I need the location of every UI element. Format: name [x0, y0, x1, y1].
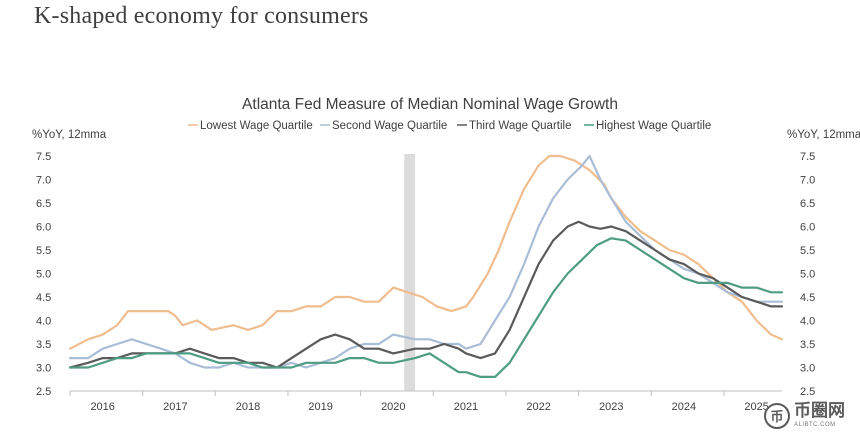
chart-legend: Lowest Wage Quartile Second Wage Quartile…	[188, 120, 711, 132]
y-axis-right-label: %YoY, 12mma	[787, 129, 860, 141]
x-tick-2020: 2020	[381, 401, 405, 413]
y-tick-right-2: 3.5	[800, 339, 815, 351]
legend-entry-3: Highest Wage Quartile	[596, 120, 711, 132]
x-tick-2017: 2017	[163, 401, 187, 413]
x-tick-2023: 2023	[599, 401, 623, 413]
series-line-lowest-wage-quartile	[68, 154, 784, 350]
watermark-url: ALIBTC.COM	[794, 422, 836, 428]
slide-title: K-shaped economy for consumers	[34, 3, 369, 29]
y-tick-left-4: 4.5	[36, 292, 51, 304]
y-tick-left-8: 6.5	[36, 198, 51, 210]
x-tick-2016: 2016	[90, 401, 114, 413]
x-tick-2025: 2025	[744, 401, 768, 413]
coin-logo-icon: 币	[764, 402, 790, 429]
y-tick-left-6: 5.5	[36, 245, 51, 257]
y-tick-right-9: 7.0	[800, 175, 815, 187]
y-tick-left-5: 5.0	[36, 269, 51, 281]
x-tick-2024: 2024	[672, 401, 696, 413]
y-tick-left-2: 3.5	[36, 339, 51, 351]
y-tick-left-10: 7.5	[36, 151, 51, 163]
watermark: 币 币圈网 ALIBTC.COM	[764, 397, 860, 434]
y-tick-left-1: 3.0	[36, 363, 51, 375]
legend-entry-1: Second Wage Quartile	[332, 120, 447, 132]
y-tick-left-9: 7.0	[36, 175, 51, 187]
x-tick-2022: 2022	[526, 401, 550, 413]
y-tick-left-7: 6.0	[36, 222, 51, 234]
y-tick-left-0: 2.5	[36, 386, 51, 398]
x-tick-2018: 2018	[236, 401, 260, 413]
chart-title: Atlanta Fed Measure of Median Nominal Wa…	[242, 96, 618, 113]
recession-shading	[404, 154, 416, 391]
y-tick-right-10: 7.5	[800, 151, 815, 163]
y-tick-right-7: 6.0	[800, 222, 815, 234]
y-tick-right-3: 4.0	[800, 316, 815, 328]
y-tick-right-6: 5.5	[800, 245, 815, 257]
legend-entry-0: Lowest Wage Quartile	[200, 120, 313, 132]
x-tick-2021: 2021	[454, 401, 478, 413]
x-tick-2019: 2019	[308, 401, 332, 413]
legend-entry-2: Third Wage Quartile	[469, 120, 571, 132]
y-tick-right-4: 4.5	[800, 292, 815, 304]
y-tick-right-0: 2.5	[800, 386, 815, 398]
watermark-name: 币圈网	[794, 401, 845, 421]
y-tick-right-1: 3.0	[800, 363, 815, 375]
y-tick-right-8: 6.5	[800, 198, 815, 210]
y-axis-left-label: %YoY, 12mma	[32, 129, 107, 141]
y-tick-right-5: 5.0	[800, 269, 815, 281]
y-tick-left-3: 4.0	[36, 316, 51, 328]
series-line-highest-wage-quartile	[68, 237, 784, 378]
series-line-third-wage-quartile	[68, 220, 784, 369]
